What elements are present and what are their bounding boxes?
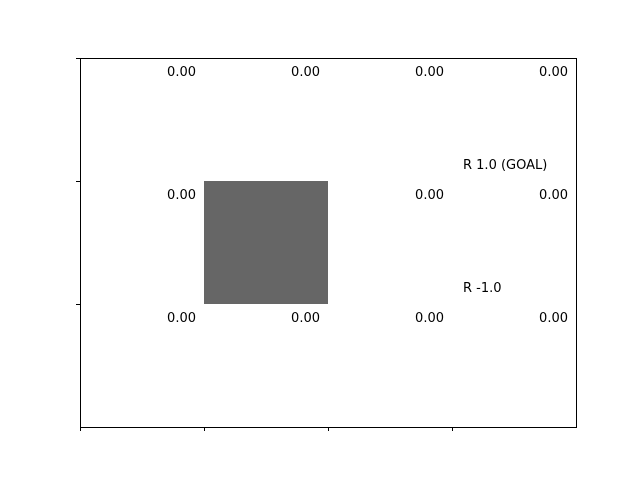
cell-value-label: 0.00 (291, 311, 320, 326)
cell-value-label: 0.00 (415, 188, 444, 203)
plot-frame (80, 58, 577, 428)
reward-label: R 1.0 (GOAL) (463, 158, 547, 173)
wall-layer (204, 181, 328, 304)
tick-layer (76, 58, 453, 431)
value-layer: 0.00 0.00 0.00 0.00 0.00 0.00 0.00 0.00 0.00 0.00… (167, 65, 568, 326)
cell-value-label: 0.00 (539, 188, 568, 203)
cell-value-label: 0.00 (167, 188, 196, 203)
wall-cell (204, 181, 328, 304)
cell-value-label: 0.00 (167, 65, 196, 80)
cell-value-label: 0.00 (415, 311, 444, 326)
cell-value-label: 0.00 (539, 65, 568, 80)
cell-value-label: 0.00 (415, 65, 444, 80)
cell-value-label: 0.00 (291, 65, 320, 80)
cell-value-label: 0.00 (539, 311, 568, 326)
reward-label: R -1.0 (463, 281, 502, 296)
cell-value-label: 0.00 (167, 311, 196, 326)
reward-layer: R 1.0 (GOAL) R -1.0 (463, 158, 547, 296)
